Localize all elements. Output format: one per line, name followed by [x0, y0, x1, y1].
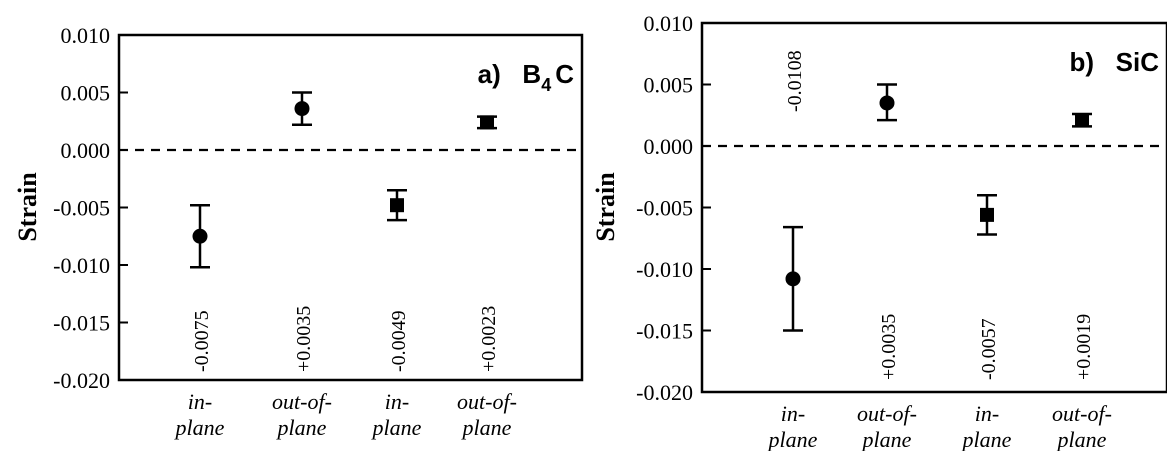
category-label-line1: out-of- [1052, 401, 1112, 426]
y-tick-label: -0.020 [53, 368, 110, 393]
category-label-line2: plane [276, 415, 327, 440]
data-value-label: -0.0057 [978, 318, 1000, 380]
data-point-group: -0.0049 [387, 189, 410, 372]
panel-title: a) B4 C [478, 59, 575, 95]
data-point-circle [192, 228, 208, 244]
data-value-label: +0.0035 [878, 314, 900, 380]
category-label-line2: plane [961, 427, 1012, 451]
y-tick-label: -0.005 [53, 196, 110, 221]
y-tick-label: -0.015 [636, 319, 693, 344]
data-value-label: -0.0108 [784, 50, 806, 112]
data-value-label: -0.0049 [388, 310, 410, 372]
y-axis-title: Strain [13, 172, 42, 242]
category-label-line2: plane [767, 427, 818, 451]
category-label-line1: out-of- [457, 389, 517, 414]
y-tick-label: 0.010 [644, 11, 694, 36]
panel-title: b) SiC [1069, 47, 1159, 77]
data-point-group: -0.0108 [783, 50, 806, 332]
data-point-circle [879, 95, 895, 111]
panel-compound-subscript: 4 [541, 75, 551, 95]
data-point-circle [294, 101, 310, 117]
panel-a: 0.010 0.005 0.000 -0.005 -0.010 -0.015 -0.020 S… [13, 23, 584, 440]
title-gap [501, 59, 523, 89]
plot-frame [700, 21, 1167, 394]
panel-letter: b) [1069, 47, 1094, 77]
category-label-line1: in- [188, 389, 212, 414]
data-point-group: +0.0019 [1072, 112, 1095, 380]
data-point-square [480, 115, 494, 130]
data-point-group: +0.0035 [292, 91, 315, 372]
data-point-group: -0.0057 [977, 193, 1000, 380]
category-label-line1: out-of- [272, 389, 332, 414]
data-point-group: +0.0035 [877, 83, 900, 380]
category-label-line2: plane [1056, 427, 1107, 451]
panel-b: 0.010 0.005 0.000 -0.005 -0.010 -0.015 -0.020 S… [591, 11, 1167, 451]
data-point-square [390, 198, 404, 213]
category-label-line1: in- [975, 401, 999, 426]
category-label-line2: plane [861, 427, 912, 451]
y-axis-title: Strain [591, 172, 620, 242]
category-label-line1: in- [781, 401, 805, 426]
category-label-line2: plane [371, 415, 422, 440]
data-point-circle [785, 271, 801, 287]
y-tick-label: 0.005 [644, 73, 694, 98]
data-value-label: -0.0075 [191, 310, 213, 372]
category-label-line1: in- [385, 389, 409, 414]
data-value-label: +0.0023 [478, 306, 500, 372]
data-point-group: -0.0075 [190, 203, 213, 372]
y-tick-label: -0.015 [53, 311, 110, 336]
y-tick-label: 0.000 [61, 138, 111, 163]
data-point-group: +0.0023 [477, 115, 500, 372]
data-value-label: +0.0035 [293, 306, 315, 372]
y-tick-label: -0.005 [636, 196, 693, 221]
y-tick-label: -0.010 [53, 253, 110, 278]
y-tick-label: 0.010 [61, 23, 111, 48]
data-point-square [980, 207, 994, 222]
title-gap [1094, 47, 1116, 77]
panel-compound: SiC [1116, 47, 1160, 77]
y-tick-label: -0.010 [636, 257, 693, 282]
panel-compound-tail: C [555, 59, 574, 89]
category-label-line2: plane [174, 415, 225, 440]
category-label-line2: plane [461, 415, 512, 440]
y-tick-label: -0.020 [636, 380, 693, 405]
panel-compound: B [522, 59, 541, 89]
data-value-label: +0.0019 [1073, 314, 1095, 380]
y-tick-label: 0.000 [644, 134, 694, 159]
data-point-square [1075, 113, 1089, 128]
y-tick-label: 0.005 [61, 81, 111, 106]
panel-letter: a) [478, 59, 501, 89]
category-label-line1: out-of- [857, 401, 917, 426]
